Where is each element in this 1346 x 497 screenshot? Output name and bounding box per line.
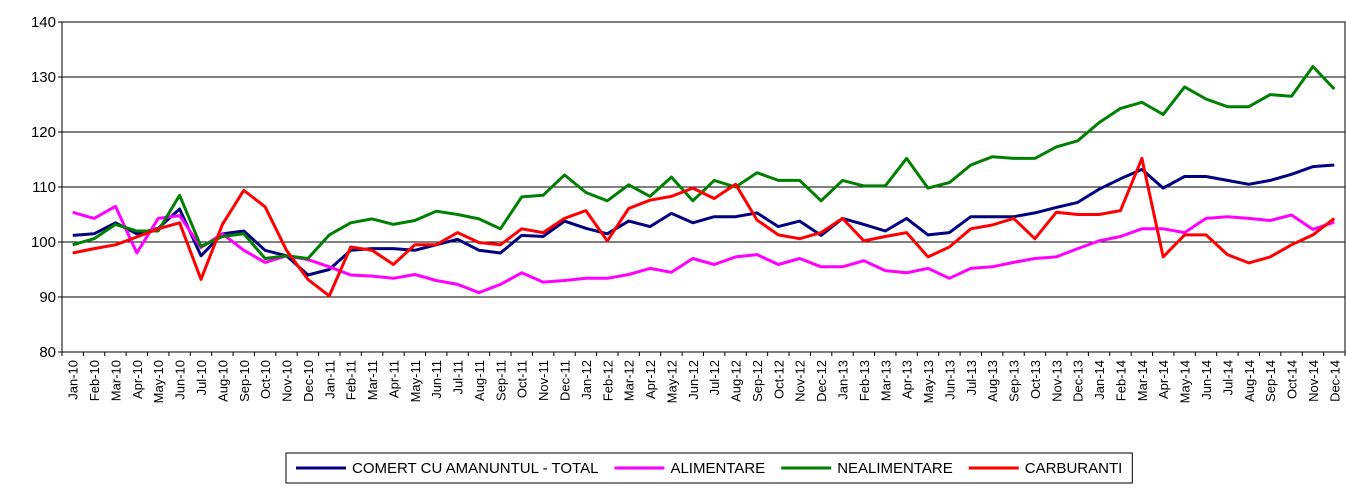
x-tick-label: Dec-11: [558, 360, 573, 401]
x-tick-label: Sep-13: [1007, 360, 1022, 402]
x-tick-label: Feb-12: [600, 360, 615, 401]
x-tick-label: Dec-10: [301, 360, 316, 402]
x-tick-label: Feb-14: [1113, 360, 1128, 401]
x-tick-label: Nov-12: [793, 360, 808, 402]
x-tick-label: Jun-11: [429, 360, 444, 399]
x-tick-label: Aug-11: [472, 360, 487, 401]
x-tick-label: Jan-12: [579, 360, 594, 400]
legend: COMERT CU AMANUNTUL - TOTAL ALIMENTARE NEA…: [285, 452, 1133, 484]
x-tick-label: Nov-10: [280, 360, 295, 402]
y-tick-label: 80: [39, 344, 56, 361]
x-tick-label: Apr-14: [1156, 360, 1171, 399]
x-tick-label: Jun-14: [1199, 360, 1214, 400]
legend-label: CARBURANTI: [1025, 460, 1123, 477]
x-tick-label: Jan-13: [835, 360, 850, 400]
x-tick-label: Sep-10: [237, 360, 252, 402]
x-tick-label: Jul-14: [1220, 360, 1235, 395]
x-tick-label: Feb-11: [344, 360, 359, 400]
x-tick-label: Jun-12: [686, 360, 701, 400]
x-tick-label: Mar-14: [1135, 360, 1150, 401]
x-tick-label: Mar-10: [108, 360, 123, 401]
series-line: [72, 65, 1336, 260]
x-tick-label: Jul-12: [707, 360, 722, 395]
x-tick-label: Apr-11: [386, 360, 401, 398]
x-tick-label: Nov-13: [1049, 360, 1064, 402]
x-tick-label: May-12: [664, 360, 679, 403]
x-tick-label: Oct-11: [515, 360, 530, 398]
x-tick-label: May-13: [921, 360, 936, 403]
x-tick-label: Sep-11: [493, 360, 508, 401]
x-tick-label: Oct-14: [1285, 360, 1300, 399]
y-tick-label: 120: [31, 124, 56, 141]
x-tick-label: Aug-14: [1242, 360, 1257, 402]
x-tick-label: Sep-14: [1263, 360, 1278, 402]
x-tick-label: Oct-13: [1028, 360, 1043, 399]
x-tick-label: Jun-13: [942, 360, 957, 400]
x-tick-label: Jul-10: [194, 360, 209, 395]
legend-label: NEALIMENTARE: [837, 460, 953, 477]
x-tick-label: Jul-13: [964, 360, 979, 395]
x-tick-label: Feb-10: [87, 360, 102, 401]
y-tick-label: 130: [31, 69, 56, 86]
x-tick-label: Apr-13: [900, 360, 915, 399]
y-tick-label: 110: [32, 179, 56, 196]
x-tick-label: Oct-10: [258, 360, 273, 399]
x-tick-label: Jun-10: [173, 360, 188, 400]
legend-label: COMERT CU AMANUNTUL - TOTAL: [352, 460, 598, 477]
x-tick-label: Jul-11: [451, 360, 466, 394]
x-tick-label: Aug-10: [215, 360, 230, 402]
x-tick-label: Aug-12: [729, 360, 744, 402]
x-tick-label: Mar-13: [878, 360, 893, 401]
series-line: [72, 163, 1335, 277]
x-tick-label: Dec-14: [1327, 360, 1342, 402]
x-tick-label: Aug-13: [985, 360, 1000, 402]
x-tick-label: Oct-12: [771, 360, 786, 399]
x-tick-label: Nov-11: [536, 360, 551, 401]
x-tick-label: Feb-13: [857, 360, 872, 401]
x-tick-label: May-14: [1178, 360, 1193, 403]
x-tick-label: Dec-13: [1071, 360, 1086, 402]
x-tick-label: Jan-10: [66, 360, 81, 400]
x-tick-label: Apr-12: [643, 360, 658, 399]
x-tick-label: Dec-12: [814, 360, 829, 402]
y-tick-label: 100: [31, 234, 56, 251]
x-tick-label: Nov-14: [1306, 360, 1321, 402]
series-line: [72, 156, 1336, 298]
x-tick-label: Apr-10: [130, 360, 145, 399]
x-tick-label: Sep-12: [750, 360, 765, 402]
x-tick-label: Jan-11: [322, 360, 337, 399]
y-tick-label: 90: [39, 289, 56, 306]
x-tick-label: May-10: [151, 360, 166, 403]
legend-label: ALIMENTARE: [670, 460, 765, 477]
x-tick-label: Jan-14: [1092, 360, 1107, 400]
x-tick-label: Mar-12: [622, 360, 637, 401]
x-tick-label: Mar-11: [365, 360, 380, 400]
x-tick-label: May-11: [408, 360, 423, 402]
y-tick-label: 140: [31, 14, 56, 31]
